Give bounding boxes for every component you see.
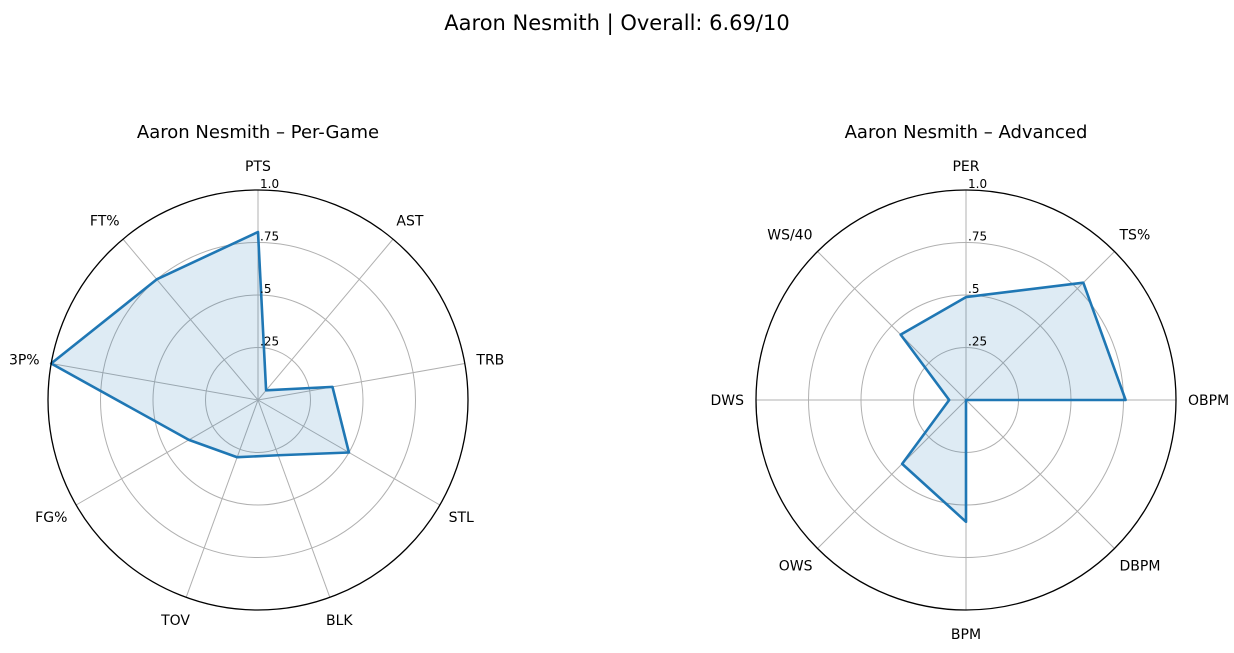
series-line-per-game xyxy=(49,230,351,459)
rtick-label-per-game-0: .25 xyxy=(260,335,279,349)
spoke-trb xyxy=(257,363,465,401)
axis-label-per: PER xyxy=(952,159,979,175)
series-area-advanced xyxy=(900,282,1126,522)
spoke-fg-pct xyxy=(75,399,259,506)
axis-label-ts-pct: TS% xyxy=(1119,228,1151,244)
series-area-per-game xyxy=(51,232,349,458)
axis-label-obpm: OBPM xyxy=(1188,393,1229,409)
rtick-label-advanced-3: 1.0 xyxy=(968,177,987,191)
axis-label-ws-40: WS/40 xyxy=(767,228,812,244)
rtick-label-advanced-1: .5 xyxy=(968,282,979,296)
axis-label-bpm: BPM xyxy=(951,627,981,643)
radar-chart-advanced: Aaron Nesmith – Advanced .25 .5 .75 1.0 PER T… xyxy=(710,122,1229,643)
rtick-label-advanced-2: .75 xyxy=(968,230,987,244)
axis-label-trb: TRB xyxy=(475,352,504,368)
rtick-label-advanced-0: .25 xyxy=(968,335,987,349)
spoke-ws-40 xyxy=(817,251,967,401)
axis-label-ft-pct: FT% xyxy=(90,214,120,230)
axis-label-fg-pct: FG% xyxy=(35,510,67,526)
figure-suptitle: Aaron Nesmith | Overall: 6.69/10 xyxy=(444,11,789,36)
spoke-ows xyxy=(817,399,967,549)
spoke-blk xyxy=(257,399,331,598)
axis-label-dws: DWS xyxy=(710,393,744,409)
axis-label-3p-pct: 3P% xyxy=(9,352,40,368)
axis-label-pts: PTS xyxy=(245,159,271,175)
polar-frame-advanced xyxy=(755,189,1177,611)
axis-label-ows: OWS xyxy=(779,559,813,575)
rtick-label-per-game-2: .75 xyxy=(260,230,279,244)
axis-label-stl: STL xyxy=(449,510,474,526)
axis-label-tov: TOV xyxy=(160,613,190,629)
axis-label-ast: AST xyxy=(396,214,423,230)
spoke-ft-pct xyxy=(122,238,259,401)
spoke-dbpm xyxy=(965,399,1115,549)
series-line-advanced xyxy=(899,281,1127,524)
axis-label-dbpm: DBPM xyxy=(1120,559,1161,575)
spoke-ast xyxy=(257,238,394,401)
spoke-3p-pct xyxy=(51,363,259,401)
spoke-tov xyxy=(185,399,259,598)
radar-chart-per-game: Aaron Nesmith – Per-Game .25 .5 .75 1.0 PTS A… xyxy=(9,122,504,629)
radar-title-advanced: Aaron Nesmith – Advanced xyxy=(845,122,1088,143)
rtick-label-per-game-1: .5 xyxy=(260,282,271,296)
rtick-label-per-game-3: 1.0 xyxy=(260,177,279,191)
radar-title-per-game: Aaron Nesmith – Per-Game xyxy=(137,122,379,143)
spoke-ts-pct xyxy=(965,251,1115,401)
axis-label-blk: BLK xyxy=(326,613,353,629)
polar-frame-per-game xyxy=(47,189,469,611)
